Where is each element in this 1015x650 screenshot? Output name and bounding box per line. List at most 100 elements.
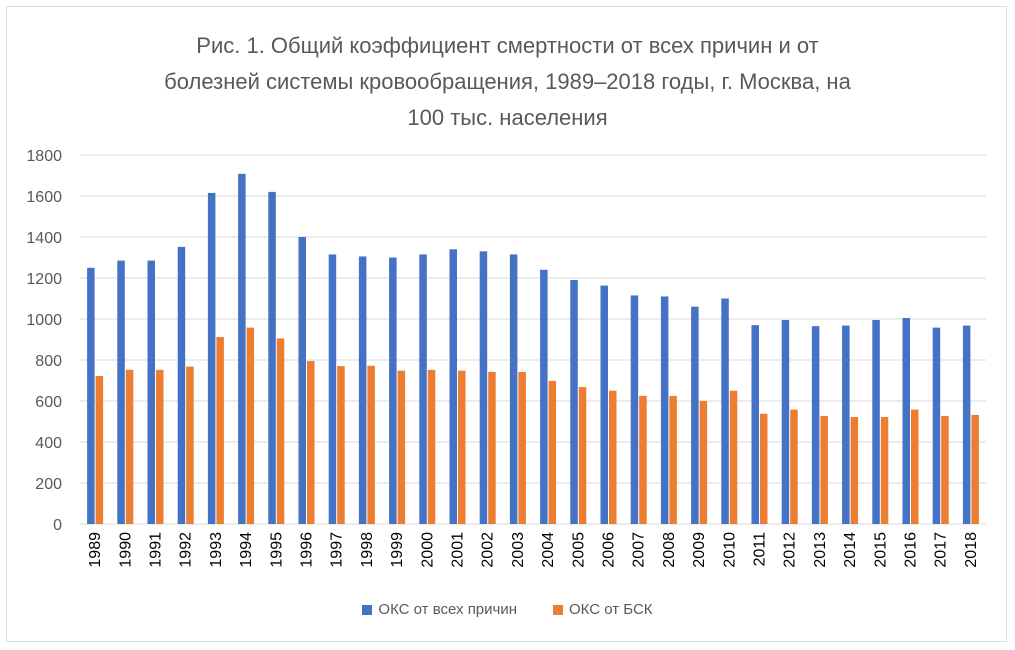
x-tick-label: 1995 [268, 532, 285, 568]
y-tick-label: 400 [35, 435, 62, 452]
x-tick-label: 2005 [570, 532, 587, 568]
bar-bsk [971, 414, 979, 524]
x-tick-label: 2014 [842, 532, 859, 568]
bar-bsk [850, 416, 859, 524]
y-tick-label: 200 [35, 476, 62, 493]
x-tick-label: 2018 [963, 532, 980, 568]
bar-bsk [276, 338, 285, 524]
bar-bsk [639, 395, 647, 524]
bar-bsk [216, 337, 224, 524]
bar-all-causes [932, 327, 941, 524]
bar-bsk [699, 401, 708, 524]
bar-all-causes [660, 296, 669, 524]
x-tick-label: 2000 [419, 532, 436, 568]
bar-bsk [246, 327, 255, 524]
x-tick-label: 2010 [721, 532, 738, 568]
bar-all-causes [419, 254, 427, 525]
y-tick-label: 600 [35, 394, 62, 411]
x-tick-label: 2012 [782, 532, 799, 568]
bar-all-causes [872, 320, 880, 524]
y-tick-label: 1000 [26, 312, 62, 329]
bar-all-causes [600, 285, 608, 524]
x-tick-label: 2004 [540, 532, 557, 568]
bar-all-causes [298, 237, 306, 524]
x-tick-label: 1989 [87, 532, 104, 568]
bar-bsk [307, 361, 315, 524]
x-tick-label: 2017 [933, 532, 950, 568]
bar-all-causes [509, 254, 518, 525]
bar-all-causes [811, 326, 820, 524]
x-tick-label: 2015 [872, 532, 889, 568]
bar-bsk [548, 380, 557, 524]
x-tick-label: 2011 [752, 532, 769, 567]
bar-bsk [488, 371, 496, 524]
x-tick-label: 1999 [389, 532, 406, 568]
bar-all-causes [268, 191, 276, 524]
bar-bsk [458, 370, 466, 524]
bar-all-causes [751, 325, 759, 524]
bar-bsk [337, 366, 345, 524]
bar-bsk [125, 369, 134, 524]
x-tick-label: 2001 [450, 532, 467, 568]
bar-all-causes [842, 325, 850, 524]
chart-title-line-3: 100 тыс. населения [407, 105, 608, 130]
bar-all-causes [87, 267, 95, 524]
x-tick-label: 1994 [238, 532, 255, 568]
y-tick-label: 1600 [26, 189, 62, 206]
bar-bsk [186, 366, 194, 524]
y-tick-label: 1800 [26, 148, 62, 165]
x-tick-label: 2003 [510, 532, 527, 568]
x-tick-label: 2008 [661, 532, 678, 568]
legend-label-bsk: ОКС от БСК [569, 601, 653, 618]
bar-bsk [427, 369, 436, 524]
x-tick-label: 1993 [208, 532, 225, 568]
legend-item-bsk: ОКС от БСК [553, 601, 653, 618]
bar-bsk [518, 371, 526, 524]
bar-all-causes [479, 251, 488, 524]
bar-bsk [790, 409, 798, 524]
bar-all-causes [540, 269, 548, 524]
bar-bsk [669, 395, 677, 524]
bar-bsk [367, 365, 375, 524]
x-tick-label: 1997 [329, 532, 346, 568]
chart-legend: ОКС от всех причин ОКС от БСК [0, 601, 1015, 618]
bar-bsk [729, 390, 738, 524]
bar-all-causes [691, 306, 699, 524]
bar-all-causes [207, 192, 216, 525]
bar-bsk [880, 416, 889, 524]
chart-frame [6, 6, 1007, 642]
bar-bsk [156, 369, 164, 524]
bar-bsk [397, 370, 406, 524]
x-tick-label: 2016 [903, 532, 920, 568]
bar-all-causes [721, 298, 729, 524]
chart-title-line-1: Рис. 1. Общий коэффициент смертности от … [196, 33, 819, 58]
bar-all-causes [389, 257, 397, 524]
bar-all-causes [117, 260, 125, 524]
x-tick-label: 1992 [178, 532, 195, 568]
chart-title: Рис. 1. Общий коэффициент смертности от … [0, 28, 1015, 136]
bar-bsk [760, 413, 768, 524]
x-tick-label: 1990 [117, 532, 134, 568]
bar-all-causes [962, 325, 971, 524]
bar-all-causes [147, 260, 155, 524]
y-tick-label: 800 [35, 353, 62, 370]
x-tick-label: 2002 [480, 532, 497, 568]
y-tick-label: 1200 [26, 271, 62, 288]
bar-all-causes [630, 295, 639, 524]
chart-title-line-2: болезней системы кровообращения, 1989–20… [164, 69, 851, 94]
bar-bsk [911, 409, 919, 524]
bar-all-causes [781, 320, 790, 524]
bar-all-causes [328, 254, 337, 525]
bar-all-causes [902, 317, 910, 524]
bar-all-causes [570, 280, 578, 524]
bar-bsk [820, 415, 828, 524]
bar-all-causes [358, 256, 367, 524]
y-tick-label: 1400 [26, 230, 62, 247]
bar-all-causes [449, 249, 457, 525]
bar-all-causes [238, 173, 246, 525]
x-tick-label: 1996 [299, 532, 316, 568]
x-tick-label: 2009 [691, 532, 708, 568]
legend-label-all-causes: ОКС от всех причин [378, 601, 518, 618]
bar-all-causes [177, 246, 186, 524]
